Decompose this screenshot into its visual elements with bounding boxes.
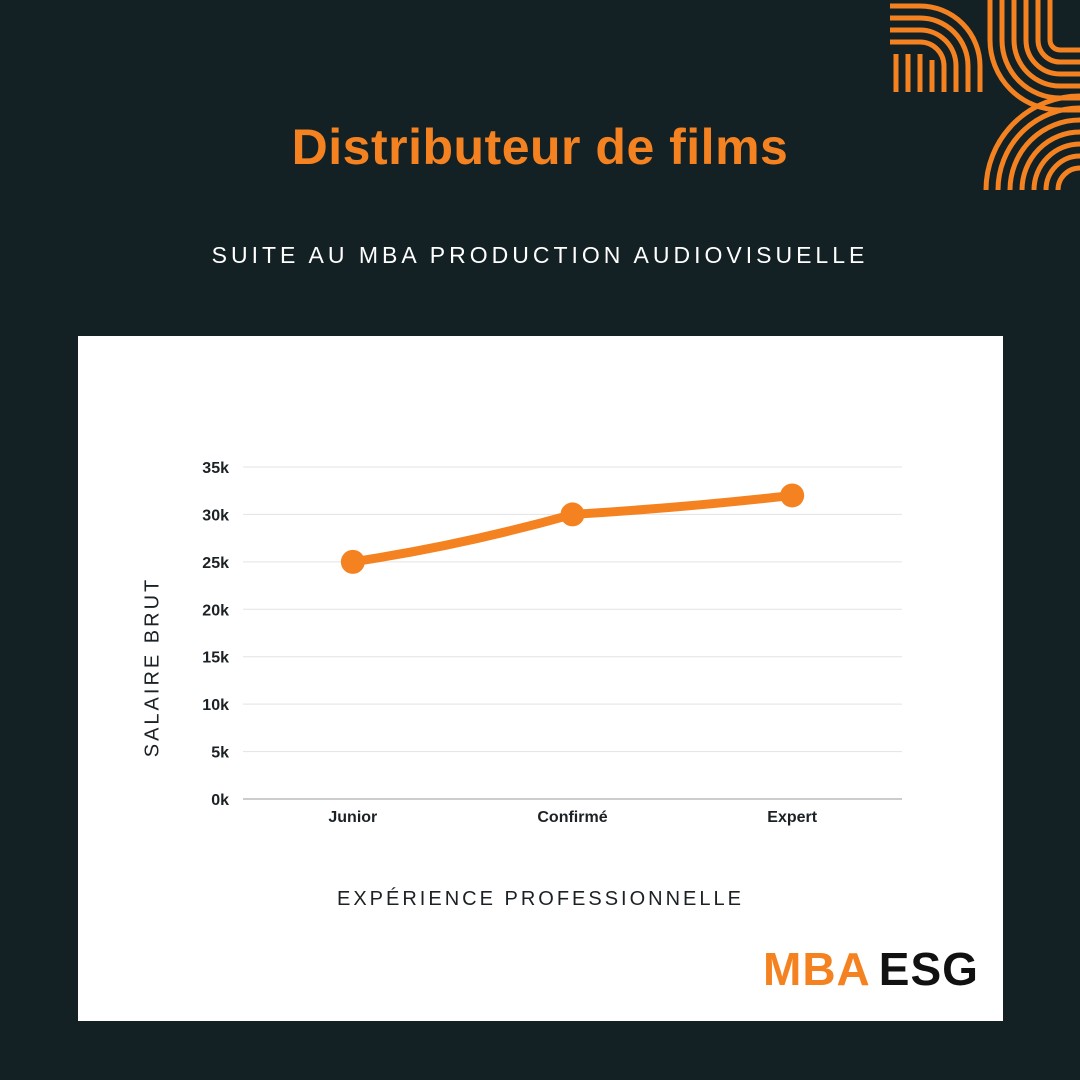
y-tick-label: 15k: [202, 650, 229, 667]
x-axis-label: EXPÉRIENCE PROFESSIONNELLE: [337, 888, 744, 910]
y-axis-label: SALAIRE BRUT: [141, 576, 164, 758]
y-tick-label: 5k: [211, 745, 229, 762]
y-tick-label: 30k: [202, 507, 229, 524]
y-tick-label: 35k: [202, 460, 229, 477]
decorative-arc-pattern: [890, 0, 1080, 190]
chart-card: 0k 5k 10k 15k 20k 25k 30k 35k Junior Confirmé Expe…: [78, 336, 1003, 1021]
data-point: [780, 483, 805, 508]
page-subtitle: SUITE AU MBA PRODUCTION AUDIOVISUELLE: [211, 242, 869, 268]
x-tick-label: Expert: [767, 809, 817, 826]
x-tick-label: Junior: [328, 809, 377, 826]
y-tick-label: 10k: [202, 697, 229, 714]
data-point: [340, 549, 365, 574]
logo-mba-text: MBA: [763, 943, 871, 995]
y-tick-label: 25k: [202, 555, 229, 572]
page-title: Distributeur de films: [291, 119, 789, 175]
mba-esg-logo: MBA ESG: [763, 942, 979, 996]
data-point: [560, 502, 585, 527]
y-tick-label: 20k: [202, 602, 229, 619]
x-tick-label: Confirmé: [537, 809, 607, 826]
line-chart: 0k 5k 10k 15k 20k 25k 30k 35k Junior Confirmé Expe…: [202, 460, 902, 826]
logo-esg-text: ESG: [878, 943, 979, 995]
y-tick-label: 0k: [211, 792, 229, 809]
